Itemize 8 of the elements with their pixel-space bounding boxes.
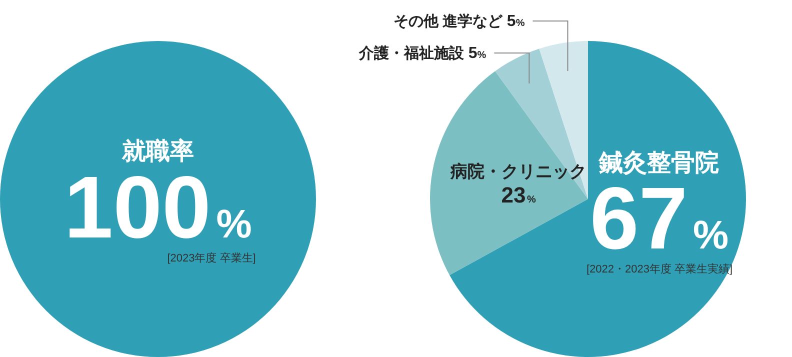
slice-label: その他 進学など [394,13,507,30]
slice-label: 介護・福祉施設 [358,45,468,62]
slice-label: 病院・クリニック [450,162,587,181]
text: [2023年度 卒業生] [167,251,256,264]
text: [2022・2023年度 卒業生実績] [586,262,733,276]
data-label: 5% [468,45,486,62]
data-label: 23% [501,182,536,208]
data-label: 5% [506,13,525,30]
